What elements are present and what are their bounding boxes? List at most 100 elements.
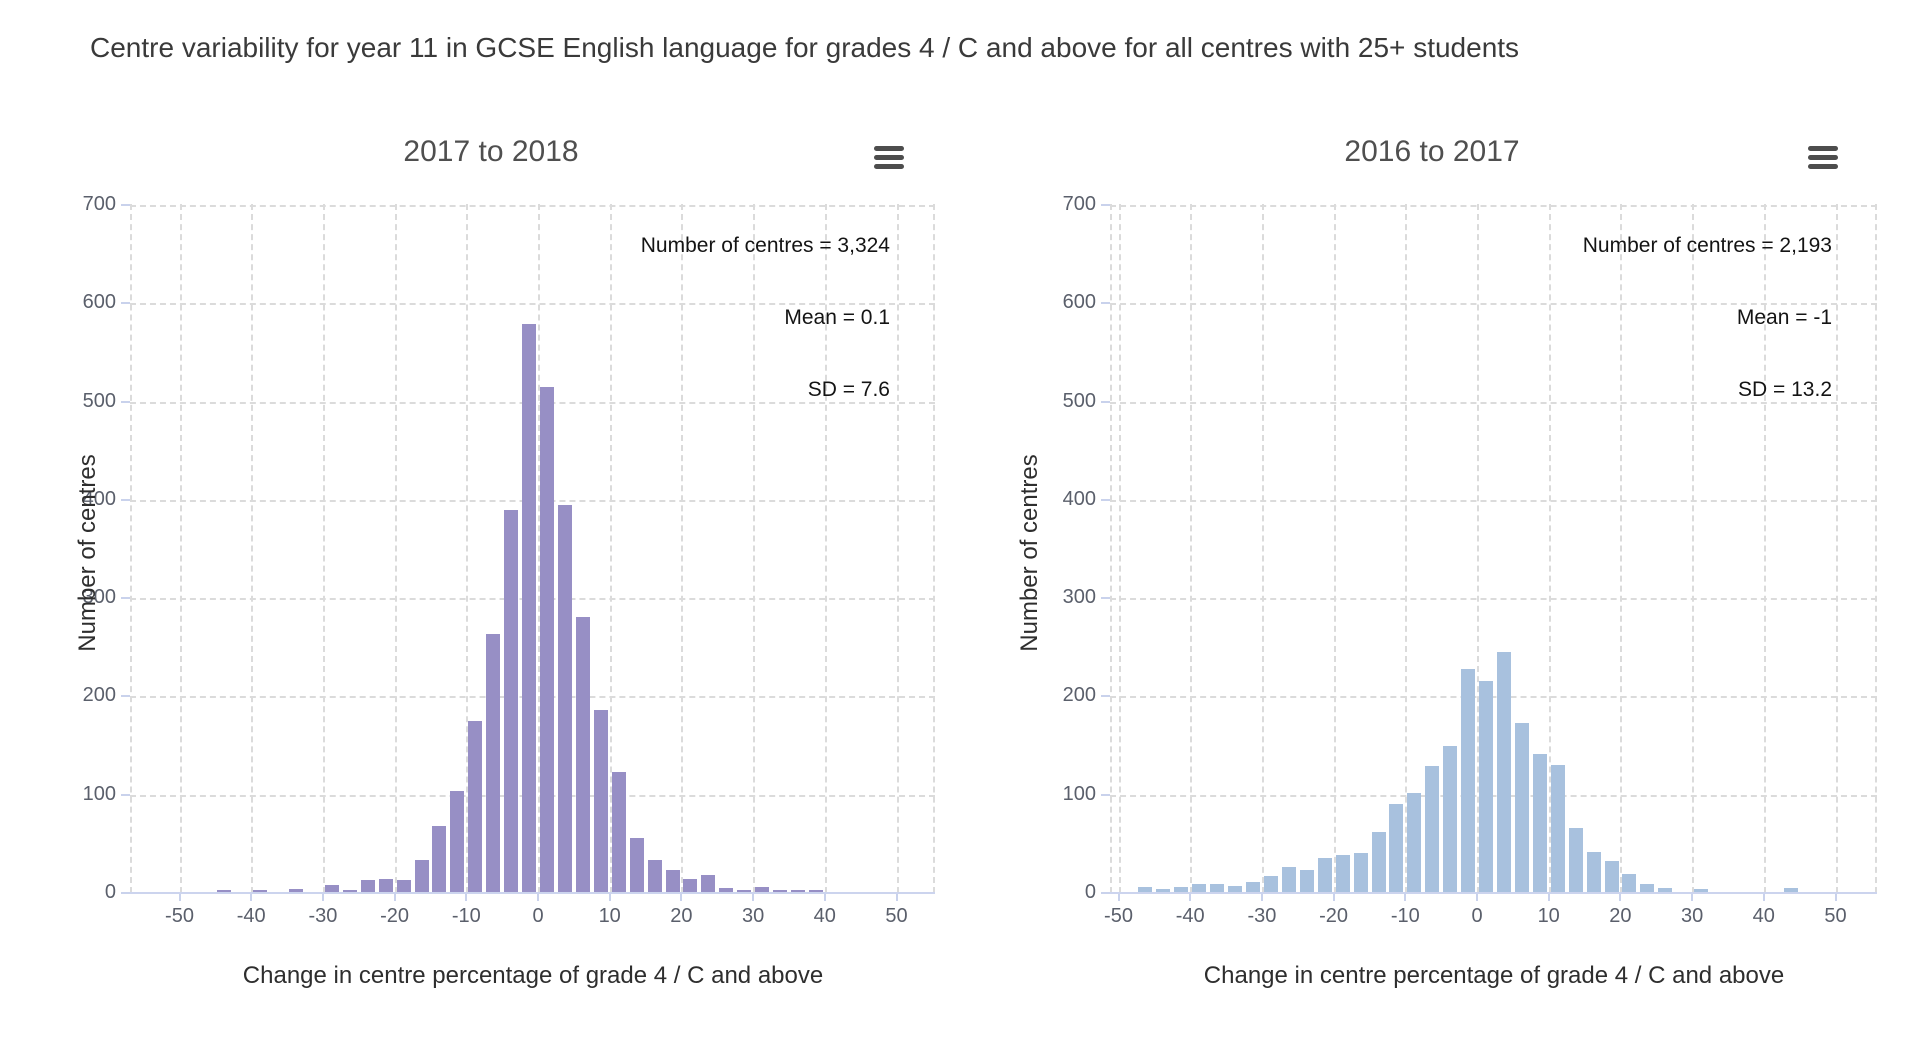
y-tick-mark	[121, 203, 130, 206]
y-tick-label: 400	[1062, 487, 1096, 510]
x-tick-label: 0	[1471, 905, 1483, 927]
y-gridline	[1110, 401, 1877, 404]
y-tick-mark	[121, 302, 130, 305]
y-tick-label: 600	[1062, 291, 1096, 314]
x-gridline	[1548, 204, 1551, 893]
histogram-bar	[1514, 723, 1529, 892]
y-gridline	[1110, 696, 1877, 699]
x-tick-mark	[321, 893, 324, 901]
histogram-bar	[1604, 861, 1619, 892]
histogram-bar	[1335, 855, 1350, 892]
x-tick-mark	[1619, 893, 1622, 901]
histogram-bar	[1568, 828, 1583, 892]
x-tick-mark	[823, 893, 826, 901]
x-tick-mark	[250, 893, 253, 901]
histogram-bar	[1425, 766, 1440, 892]
histogram-bar	[665, 870, 680, 892]
histogram-bar	[683, 879, 698, 892]
y-gridline	[1110, 499, 1877, 502]
x-tick-label: 30	[741, 905, 765, 927]
chart1-plot-area: 0 100 200 300 400 500 600 700 -50 -40 -30 -20 -10 0 10…	[83, 193, 935, 927]
x-gridline	[466, 204, 469, 893]
histogram-bar	[378, 879, 393, 892]
x-gridline	[824, 204, 827, 893]
x-tick-mark	[752, 893, 755, 901]
histogram-bar	[486, 634, 501, 892]
y-tick-label: 200	[82, 684, 116, 707]
histogram-bar	[522, 324, 537, 892]
x-tick-label: 50	[1824, 905, 1847, 927]
chart1-x-axis-title: Change in centre percentage of grade 4 /…	[242, 962, 824, 989]
x-tick-label: -50	[1104, 905, 1133, 927]
plot-border-left	[130, 204, 132, 893]
y-tick-mark	[1101, 203, 1110, 206]
x-tick-mark	[1547, 893, 1550, 901]
y-tick-label: 200	[1062, 684, 1096, 707]
histogram-bar	[1263, 876, 1278, 892]
chart2-y-axis-title: Number of centres	[1016, 454, 1043, 652]
x-tick-mark	[680, 893, 683, 901]
y-gridline	[1110, 303, 1877, 306]
x-tick-label: -50	[165, 905, 194, 927]
y-tick-label: 400	[82, 487, 116, 510]
x-gridline	[1477, 204, 1479, 893]
x-tick-label: -40	[236, 905, 266, 927]
histogram-bar	[1156, 889, 1171, 892]
histogram-bar	[773, 890, 787, 892]
histogram-bar	[791, 890, 805, 892]
menu-bar	[874, 164, 904, 169]
x-gridline	[609, 204, 612, 893]
plot-border-right	[1875, 204, 1877, 893]
y-tick-mark	[121, 892, 130, 894]
y-tick-label: 300	[82, 586, 116, 609]
histogram-bar	[1622, 874, 1637, 892]
chart1-hamburger-menu-icon[interactable]	[874, 146, 904, 170]
stat-annotation: Mean = 0.1	[784, 306, 890, 329]
x-gridline	[179, 204, 182, 893]
x-tick-mark	[1332, 893, 1335, 901]
histogram-bar	[414, 860, 429, 892]
histogram-bar	[1371, 832, 1386, 892]
y-tick-mark	[121, 597, 130, 600]
x-tick-mark	[895, 893, 898, 901]
histogram-bar	[1586, 852, 1601, 892]
histogram-bar	[629, 838, 644, 892]
x-gridline	[1261, 204, 1264, 893]
y-tick-mark	[121, 695, 130, 698]
x-gridline	[753, 204, 756, 893]
x-tick-label: -20	[1319, 905, 1349, 927]
histogram-bar	[540, 387, 554, 892]
chart2-hamburger-menu-icon[interactable]	[1808, 146, 1838, 170]
y-tick-mark	[1101, 695, 1110, 698]
x-tick-mark	[1260, 893, 1263, 901]
x-tick-label: -30	[308, 905, 338, 927]
histogram-bar	[450, 791, 465, 892]
x-axis-line	[130, 892, 935, 894]
x-gridline	[394, 204, 397, 893]
histogram-bar	[1443, 746, 1458, 892]
x-axis-line	[1110, 892, 1877, 894]
histogram-bar	[1479, 681, 1493, 892]
histogram-bar	[719, 888, 734, 892]
x-gridline	[1405, 204, 1408, 893]
histogram-bar	[701, 875, 716, 892]
histogram-bar	[1407, 793, 1422, 892]
histogram-bar	[593, 710, 608, 892]
stat-annotation: Mean = -1	[1736, 306, 1832, 329]
x-tick-mark	[1117, 893, 1120, 901]
plot-border-left	[1110, 204, 1112, 893]
x-tick-label: 10	[1537, 905, 1560, 927]
x-gridline	[1333, 204, 1336, 893]
chart1-y-axis-title: Number of centres	[74, 454, 101, 652]
x-tick-label: -40	[1175, 905, 1205, 927]
histogram-bar	[1694, 889, 1709, 892]
y-tick-label: 500	[1062, 389, 1096, 412]
histogram-bar	[1532, 754, 1547, 892]
y-tick-mark	[1101, 302, 1110, 305]
histogram-bar	[611, 772, 626, 892]
stat-annotation: SD = 7.6	[807, 378, 890, 401]
stat-annotation: Number of centres = 2,193	[1582, 234, 1832, 257]
y-tick-label: 300	[1062, 586, 1096, 609]
menu-bar	[874, 146, 904, 151]
histogram-bar	[1138, 887, 1153, 892]
